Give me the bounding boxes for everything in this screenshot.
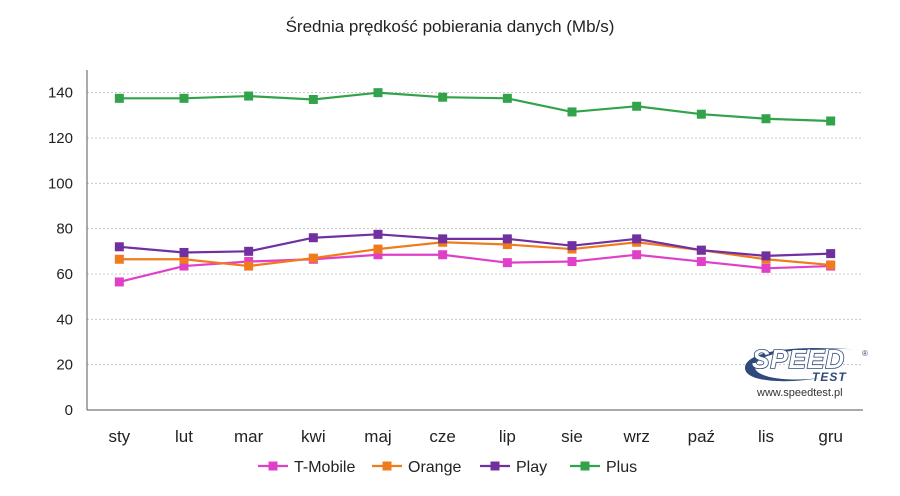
speedtest-logo: SPEED ® TEST www.speedtest.pl	[745, 343, 868, 399]
data-point	[373, 250, 383, 260]
data-point	[696, 109, 706, 119]
legend-label: T-Mobile	[294, 459, 355, 476]
legend-marker	[580, 461, 590, 471]
data-point	[826, 260, 836, 270]
data-point	[244, 261, 254, 271]
data-point	[567, 241, 577, 251]
y-tick-label: 20	[56, 357, 73, 374]
data-point	[114, 242, 124, 252]
logo-swoosh	[745, 348, 862, 382]
x-tick-label: wrz	[622, 427, 649, 446]
legend-marker	[382, 461, 392, 471]
legend: T-Mobile Orange Play Plus	[258, 459, 637, 476]
data-point	[502, 240, 512, 250]
series-group	[114, 88, 836, 287]
y-tick-label: 0	[65, 402, 73, 419]
data-point	[567, 107, 577, 117]
x-tick-label: lut	[175, 427, 193, 446]
legend-item: Orange	[372, 459, 461, 476]
data-point	[244, 257, 254, 267]
legend-item: Play	[480, 459, 547, 476]
data-point	[761, 251, 771, 261]
series-line	[119, 233, 831, 257]
data-point	[114, 93, 124, 103]
y-axis-ticks: 0 20 40 60 80 100 120 140	[48, 85, 73, 419]
y-tick-label: 80	[56, 221, 73, 238]
x-tick-label: sty	[108, 427, 130, 446]
data-point	[179, 254, 189, 264]
data-point	[696, 245, 706, 255]
x-axis-ticks: sty lut mar kwi maj cze lip sie wrz paź lis gru	[108, 427, 842, 446]
series-plus	[114, 88, 836, 126]
data-point	[438, 250, 448, 260]
series-orange	[114, 237, 836, 271]
y-tick-label: 140	[48, 85, 73, 102]
data-point	[826, 116, 836, 126]
data-point	[244, 91, 254, 101]
logo-url: www.speedtest.pl	[756, 387, 843, 399]
data-point	[438, 92, 448, 102]
legend-marker	[490, 461, 500, 471]
data-point	[179, 261, 189, 271]
data-point	[632, 250, 642, 260]
data-point	[632, 101, 642, 111]
series-line	[119, 91, 831, 123]
series-line	[119, 253, 831, 284]
legend-label: Orange	[408, 459, 461, 476]
y-tick-label: 120	[48, 130, 73, 147]
data-point	[373, 229, 383, 239]
data-point	[502, 258, 512, 268]
logo-registered-mark: ®	[862, 349, 868, 358]
axes	[86, 70, 863, 411]
data-point	[244, 246, 254, 256]
data-point	[826, 249, 836, 259]
data-point	[373, 88, 383, 98]
data-point	[761, 114, 771, 124]
data-point	[438, 234, 448, 244]
data-point	[373, 244, 383, 254]
data-point	[502, 93, 512, 103]
legend-item: Plus	[570, 459, 637, 476]
y-tick-label: 100	[48, 175, 73, 192]
series-t-mobile	[114, 250, 836, 287]
y-tick-label: 40	[56, 311, 73, 328]
x-tick-label: cze	[429, 427, 455, 446]
logo-main-text: SPEED	[752, 344, 845, 374]
data-point	[632, 234, 642, 244]
chart-title: Średnia prędkość pobierania danych (Mb/s…	[286, 17, 615, 36]
data-point	[179, 247, 189, 257]
grid	[87, 92, 863, 366]
x-tick-label: sie	[561, 427, 583, 446]
data-point	[308, 94, 318, 104]
data-point	[114, 254, 124, 264]
logo-sub-text: TEST	[812, 370, 847, 384]
data-point	[179, 93, 189, 103]
x-tick-label: mar	[234, 427, 264, 446]
legend-marker	[268, 461, 278, 471]
x-tick-label: kwi	[301, 427, 326, 446]
x-tick-label: maj	[364, 427, 391, 446]
data-point	[502, 234, 512, 244]
y-tick-label: 60	[56, 266, 73, 283]
x-tick-label: paź	[688, 427, 715, 446]
legend-label: Plus	[606, 459, 637, 476]
data-point	[761, 263, 771, 273]
x-tick-label: gru	[818, 427, 843, 446]
x-tick-label: lis	[758, 427, 774, 446]
series-play	[114, 229, 836, 261]
data-point	[567, 257, 577, 267]
data-point	[696, 257, 706, 267]
data-point	[114, 277, 124, 287]
x-tick-label: lip	[499, 427, 516, 446]
data-point	[308, 233, 318, 243]
legend-label: Play	[516, 459, 547, 476]
legend-item: T-Mobile	[258, 459, 355, 476]
data-point	[308, 253, 318, 263]
